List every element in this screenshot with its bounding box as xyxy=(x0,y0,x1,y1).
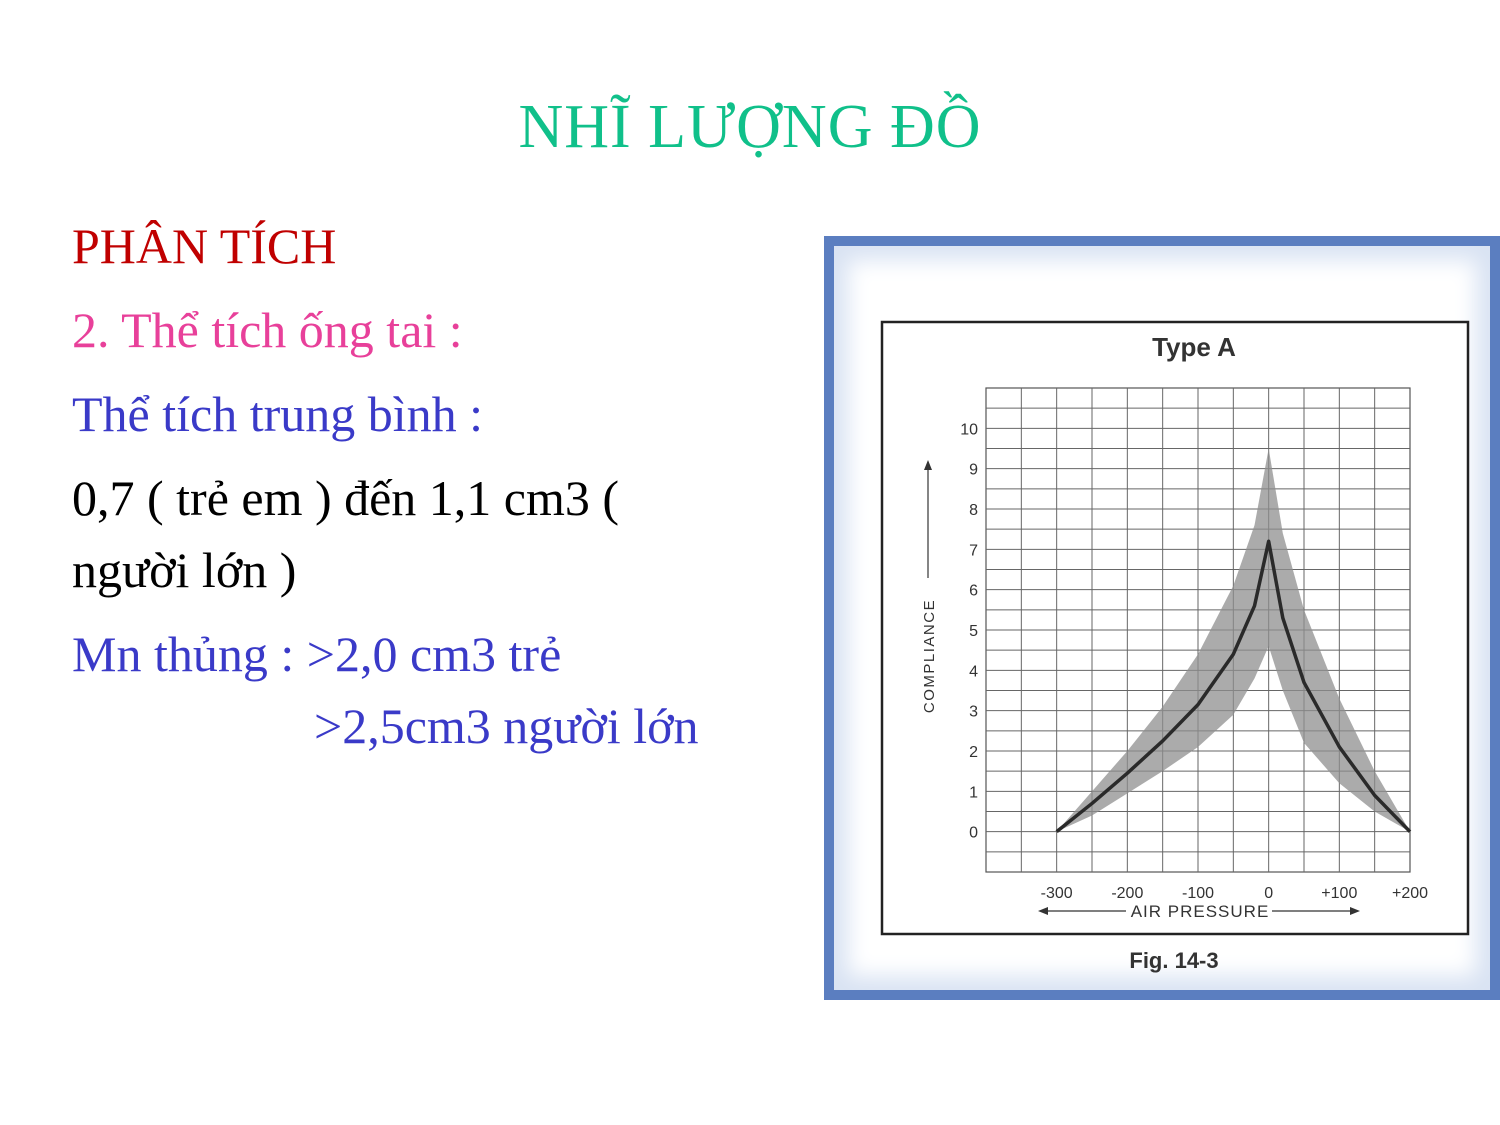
slide-title: NHĨ LƯỢNG ĐỒ xyxy=(518,93,982,161)
normal-range-area xyxy=(1056,448,1410,832)
figure-panel: Type A 0 1 2 3 4 5 6 7 8 9 10 -300 -200 -100 0 +100 +20… xyxy=(834,246,1490,990)
normal-range-band xyxy=(1056,448,1410,832)
y-tick-label: 10 xyxy=(960,421,978,438)
x-tick-labels: -300 -200 -100 0 +100 +200 xyxy=(1041,885,1428,902)
x-axis-arrow-right-head xyxy=(1350,907,1360,915)
x-tick-label: +100 xyxy=(1321,885,1357,902)
y-tick-label: 6 xyxy=(969,583,978,600)
x-axis-arrow-left-head xyxy=(1038,907,1048,915)
y-tick-label: 7 xyxy=(969,542,978,559)
x-tick-label: +200 xyxy=(1392,885,1428,902)
y-axis-label-arrow-head xyxy=(924,460,932,470)
compliance-series-line xyxy=(1055,539,1412,834)
y-tick-label: 9 xyxy=(969,462,978,479)
average-volume-label: Thể tích trung bình : xyxy=(72,386,484,442)
y-tick-label: 5 xyxy=(969,623,978,640)
y-tick-label: 3 xyxy=(969,704,978,721)
y-tick-labels: 0 1 2 3 4 5 6 7 8 9 10 xyxy=(960,421,978,841)
y-tick-label: 0 xyxy=(969,825,978,842)
y-tick-label: 8 xyxy=(969,502,978,519)
x-tick-label: 0 xyxy=(1264,885,1273,902)
compliance-curve xyxy=(1055,539,1412,834)
x-tick-label: -300 xyxy=(1041,885,1073,902)
perforation-line-1: Mn thủng : >2,0 cm3 trẻ xyxy=(72,626,562,682)
figure-frame: Type A 0 1 2 3 4 5 6 7 8 9 10 -300 -200 -100 0 +100 +20… xyxy=(824,236,1500,1000)
x-axis-label: AIR PRESSURE xyxy=(1131,902,1270,921)
x-tick-label: -100 xyxy=(1182,885,1214,902)
tympanogram-chart: Type A 0 1 2 3 4 5 6 7 8 9 10 -300 -200 -100 0 +100 +20… xyxy=(880,320,1470,973)
volume-range-line-2: người lớn ) xyxy=(72,542,297,598)
section-heading: PHÂN TÍCH xyxy=(72,218,337,274)
y-axis-label: COMPLIANCE xyxy=(921,599,938,713)
subheading: 2. Thể tích ống tai : xyxy=(72,302,463,358)
y-tick-label: 2 xyxy=(969,744,978,761)
volume-range-line-1: 0,7 ( trẻ em ) đến 1,1 cm3 ( xyxy=(72,470,620,526)
chart-title: Type A xyxy=(1152,332,1236,362)
y-tick-label: 4 xyxy=(969,663,978,680)
figure-caption: Fig. 14-3 xyxy=(1129,948,1218,973)
perforation-line-2: >2,5cm3 người lớn xyxy=(314,698,699,754)
y-tick-label: 1 xyxy=(969,784,978,801)
x-tick-label: -200 xyxy=(1111,885,1143,902)
